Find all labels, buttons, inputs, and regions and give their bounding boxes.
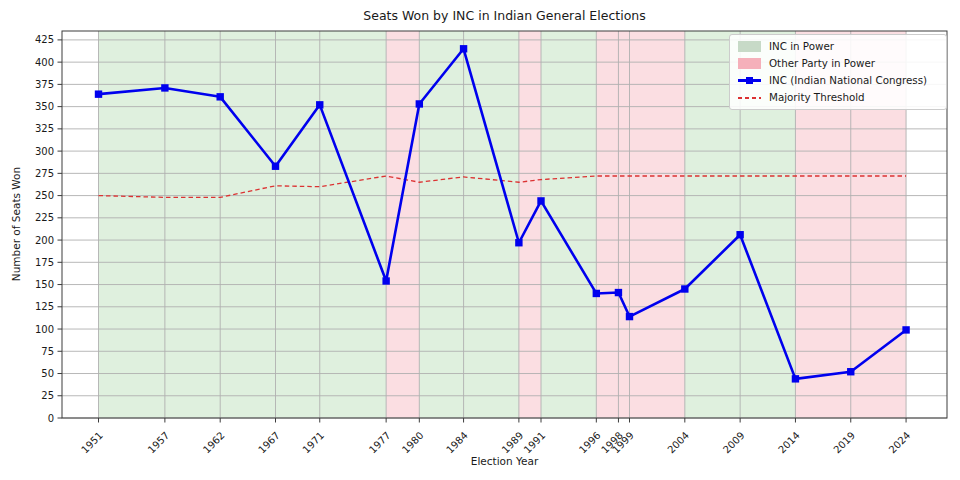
y-tick-label-175: 175 xyxy=(35,257,54,268)
inc-line-swatch xyxy=(738,75,761,86)
data-point-1957 xyxy=(161,84,168,91)
x-tick-label-1962: 1962 xyxy=(201,430,227,456)
data-point-1971 xyxy=(316,101,323,108)
power-span-inc-1980 xyxy=(419,31,519,418)
other-power-swatch xyxy=(738,58,761,69)
x-tick-label-2019: 2019 xyxy=(831,430,857,456)
data-point-1951 xyxy=(95,90,102,97)
y-tick-label-50: 50 xyxy=(41,368,54,379)
x-tick-label-2004: 2004 xyxy=(665,430,691,456)
power-span-other-1977 xyxy=(386,31,419,418)
legend-item-inc-in-power: INC in Power xyxy=(738,39,938,54)
data-point-2009 xyxy=(736,231,743,238)
data-point-2004 xyxy=(681,285,688,292)
data-point-1998 xyxy=(615,289,622,296)
y-tick-label-275: 275 xyxy=(35,168,54,179)
legend: INC in Power Other Party in Power INC (I… xyxy=(729,34,947,110)
power-span-other-1996 xyxy=(596,31,685,418)
legend-label-other-party: Other Party in Power xyxy=(769,56,875,71)
y-axis-label: Number of Seats Won xyxy=(10,167,22,281)
y-tick-label-325: 325 xyxy=(35,123,54,134)
data-point-2024 xyxy=(902,326,909,333)
inc-marker-sample xyxy=(746,77,753,84)
threshold-swatch xyxy=(738,92,761,103)
data-point-2014 xyxy=(792,375,799,382)
y-tick-label-425: 425 xyxy=(35,34,54,45)
x-tick-label-1989: 1989 xyxy=(500,430,526,456)
y-tick-label-350: 350 xyxy=(35,101,54,112)
x-tick-label-1977: 1977 xyxy=(367,430,393,456)
data-point-1996 xyxy=(593,290,600,297)
y-tick-label-225: 225 xyxy=(35,212,54,223)
x-tick-label-1996: 1996 xyxy=(577,430,603,456)
legend-label-majority-threshold: Majority Threshold xyxy=(769,90,865,105)
legend-label-inc-in-power: INC in Power xyxy=(769,39,834,54)
data-point-1967 xyxy=(272,163,279,170)
data-point-1962 xyxy=(216,93,223,100)
power-span-inc-1991 xyxy=(541,31,596,418)
y-tick-label-0: 0 xyxy=(48,413,54,424)
y-tick-label-75: 75 xyxy=(41,346,54,357)
x-tick-label-1980: 1980 xyxy=(400,430,426,456)
data-point-1991 xyxy=(537,197,544,204)
threshold-dash-sample xyxy=(738,97,761,99)
x-tick-label-1984: 1984 xyxy=(444,430,470,456)
y-tick-label-300: 300 xyxy=(35,146,54,157)
legend-label-inc-series: INC (Indian National Congress) xyxy=(769,73,927,88)
y-tick-label-125: 125 xyxy=(35,301,54,312)
legend-item-inc-series: INC (Indian National Congress) xyxy=(738,73,938,88)
y-tick-label-200: 200 xyxy=(35,235,54,246)
x-tick-label-1991: 1991 xyxy=(522,430,548,456)
x-axis-label: Election Year xyxy=(62,455,947,467)
x-tick-label-1971: 1971 xyxy=(300,430,326,456)
y-tick-label-400: 400 xyxy=(35,57,54,68)
data-point-1977 xyxy=(382,277,389,284)
data-point-1999 xyxy=(626,313,633,320)
x-tick-label-2024: 2024 xyxy=(887,430,913,456)
legend-item-other-party-in-power: Other Party in Power xyxy=(738,56,938,71)
data-point-1980 xyxy=(416,100,423,107)
legend-item-majority-threshold: Majority Threshold xyxy=(738,90,938,105)
inc-power-swatch xyxy=(738,41,761,52)
y-tick-label-100: 100 xyxy=(35,324,54,335)
x-tick-label-1957: 1957 xyxy=(146,430,172,456)
data-point-2019 xyxy=(847,368,854,375)
x-tick-label-2009: 2009 xyxy=(721,430,747,456)
data-point-1989 xyxy=(515,239,522,246)
x-tick-label-1951: 1951 xyxy=(79,430,105,456)
chart-figure: 1951 1957 1962 1967 1971 1977 1980 1984 19891991… xyxy=(0,0,960,480)
x-tick-label-2014: 2014 xyxy=(776,430,802,456)
x-tick-label-1967: 1967 xyxy=(256,430,282,456)
y-tick-label-250: 250 xyxy=(35,190,54,201)
chart-title: Seats Won by INC in Indian General Elect… xyxy=(62,8,947,23)
y-tick-label-375: 375 xyxy=(35,79,54,90)
data-point-1984 xyxy=(460,45,467,52)
y-tick-label-150: 150 xyxy=(35,279,54,290)
y-tick-label-25: 25 xyxy=(41,390,54,401)
